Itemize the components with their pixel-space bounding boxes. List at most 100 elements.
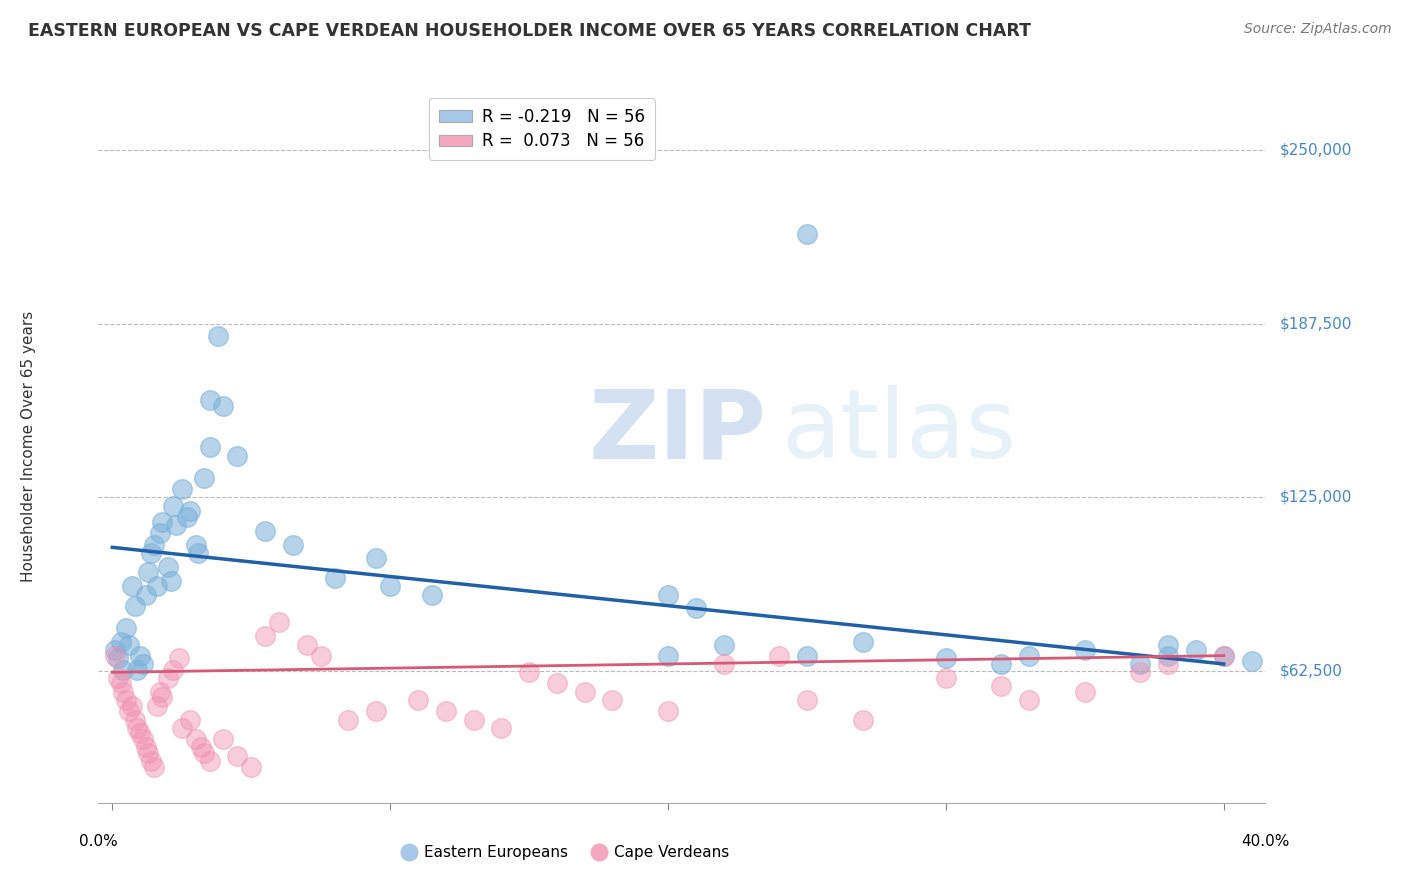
Legend: Eastern Europeans, Cape Verdeans: Eastern Europeans, Cape Verdeans xyxy=(395,839,735,866)
Point xyxy=(602,693,624,707)
Point xyxy=(107,651,129,665)
Point xyxy=(179,713,201,727)
Point xyxy=(1157,657,1180,671)
Text: Householder Income Over 65 years: Householder Income Over 65 years xyxy=(21,310,37,582)
Point xyxy=(148,526,170,541)
Point xyxy=(990,657,1012,671)
Point xyxy=(463,713,485,727)
Point xyxy=(143,538,166,552)
Point xyxy=(212,731,235,746)
Text: atlas: atlas xyxy=(782,385,1017,478)
Point xyxy=(124,713,146,727)
Point xyxy=(138,746,160,760)
Point xyxy=(104,643,127,657)
Point xyxy=(190,740,212,755)
Point xyxy=(162,663,184,677)
Point xyxy=(127,721,149,735)
Point xyxy=(254,524,277,538)
Point xyxy=(574,684,596,698)
Point xyxy=(491,721,513,735)
Point xyxy=(380,579,402,593)
Point xyxy=(226,748,249,763)
Point xyxy=(366,704,388,718)
Point xyxy=(366,551,388,566)
Point xyxy=(184,538,207,552)
Point xyxy=(107,671,129,685)
Point xyxy=(167,651,190,665)
Point xyxy=(434,704,457,718)
Point xyxy=(309,648,332,663)
Point xyxy=(198,441,221,455)
Point xyxy=(796,693,818,707)
Point xyxy=(179,504,201,518)
Point xyxy=(198,393,221,408)
Point xyxy=(118,638,141,652)
Point xyxy=(796,227,818,241)
Point xyxy=(406,693,429,707)
Point xyxy=(143,760,166,774)
Point xyxy=(1074,684,1097,698)
Point xyxy=(115,693,138,707)
Point xyxy=(112,663,135,677)
Point xyxy=(170,721,193,735)
Point xyxy=(657,648,679,663)
Point xyxy=(281,538,304,552)
Point xyxy=(159,574,181,588)
Text: $125,000: $125,000 xyxy=(1279,490,1351,505)
Point xyxy=(124,599,146,613)
Point xyxy=(1157,648,1180,663)
Point xyxy=(990,679,1012,693)
Point xyxy=(193,746,215,760)
Text: Source: ZipAtlas.com: Source: ZipAtlas.com xyxy=(1244,22,1392,37)
Point xyxy=(170,482,193,496)
Point xyxy=(685,601,707,615)
Point xyxy=(212,399,235,413)
Point xyxy=(1018,693,1040,707)
Point xyxy=(193,471,215,485)
Point xyxy=(295,638,318,652)
Point xyxy=(104,648,127,663)
Text: $187,500: $187,500 xyxy=(1279,317,1351,331)
Point xyxy=(420,588,443,602)
Point xyxy=(129,648,152,663)
Point xyxy=(1129,665,1152,680)
Point xyxy=(1129,657,1152,671)
Point xyxy=(112,684,135,698)
Point xyxy=(267,615,290,630)
Point xyxy=(148,684,170,698)
Point xyxy=(141,754,163,768)
Point xyxy=(162,499,184,513)
Point xyxy=(935,671,957,685)
Point xyxy=(935,651,957,665)
Point xyxy=(176,509,198,524)
Point xyxy=(207,329,229,343)
Point xyxy=(146,698,169,713)
Text: $250,000: $250,000 xyxy=(1279,143,1351,158)
Point xyxy=(150,690,173,705)
Point xyxy=(768,648,790,663)
Point xyxy=(115,621,138,635)
Point xyxy=(121,579,143,593)
Point xyxy=(240,760,263,774)
Point xyxy=(323,571,346,585)
Point xyxy=(337,713,360,727)
Text: $62,500: $62,500 xyxy=(1279,664,1343,679)
Point xyxy=(1240,654,1263,668)
Point xyxy=(657,704,679,718)
Point xyxy=(1212,648,1234,663)
Text: EASTERN EUROPEAN VS CAPE VERDEAN HOUSEHOLDER INCOME OVER 65 YEARS CORRELATION CH: EASTERN EUROPEAN VS CAPE VERDEAN HOUSEHO… xyxy=(28,22,1031,40)
Point xyxy=(198,754,221,768)
Point xyxy=(132,731,155,746)
Text: 40.0%: 40.0% xyxy=(1241,834,1289,849)
Point xyxy=(135,588,157,602)
Point xyxy=(110,676,132,690)
Point xyxy=(254,629,277,643)
Point xyxy=(1212,648,1234,663)
Point xyxy=(713,638,735,652)
Point xyxy=(141,546,163,560)
Point xyxy=(546,676,568,690)
Point xyxy=(146,579,169,593)
Point xyxy=(110,634,132,648)
Point xyxy=(1157,638,1180,652)
Point xyxy=(1185,643,1208,657)
